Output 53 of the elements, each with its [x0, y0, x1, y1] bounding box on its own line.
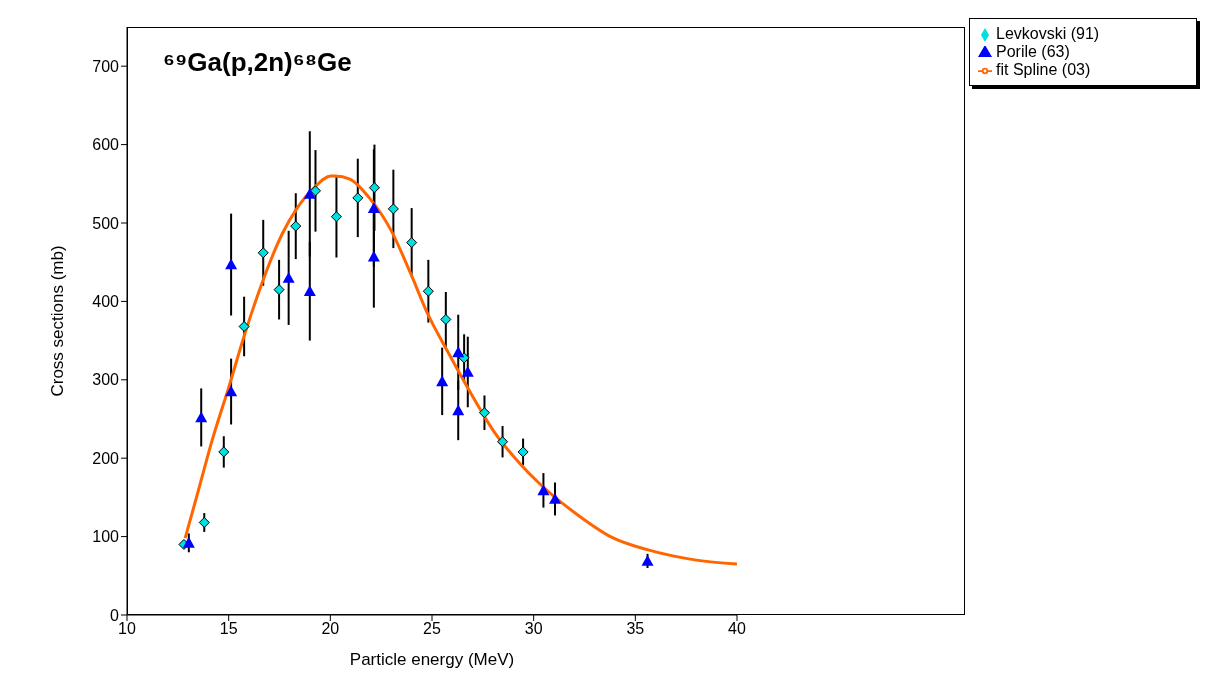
point — [436, 375, 449, 387]
point — [225, 385, 238, 397]
point — [198, 516, 210, 528]
x-tick-label: 15 — [219, 620, 238, 638]
y-tick-label: 200 — [92, 449, 120, 467]
point — [537, 484, 550, 496]
point — [367, 202, 380, 213]
point — [478, 407, 490, 419]
y-axis-title: Cross sections (mb) — [48, 245, 68, 397]
point — [440, 313, 452, 325]
legend-label: Porile (63) — [996, 43, 1070, 60]
y-tick-label: 100 — [92, 528, 120, 546]
point — [303, 187, 316, 199]
y-tick-label: 700 — [92, 57, 120, 75]
point — [303, 285, 316, 297]
point — [225, 258, 238, 270]
point — [368, 182, 380, 194]
legend-label: fit Spline (03) — [996, 61, 1091, 78]
point — [282, 271, 295, 283]
point — [352, 192, 364, 204]
y-tick-label: 500 — [92, 214, 120, 232]
point — [290, 220, 302, 232]
point — [461, 365, 474, 377]
text: ⁶⁹Ga(p,2n)⁶⁸Ge — [163, 47, 352, 78]
point — [549, 492, 562, 504]
point — [330, 211, 342, 223]
x-tick-label: 35 — [626, 620, 645, 638]
x-tick-label: 25 — [423, 620, 441, 638]
point — [641, 554, 654, 566]
y-tick-label: 400 — [92, 293, 120, 311]
point — [452, 346, 465, 358]
point — [387, 203, 399, 215]
legend-label: Levkovski (91) — [996, 25, 1100, 42]
point — [367, 250, 380, 262]
x-tick-label: 20 — [321, 620, 340, 638]
point — [238, 320, 250, 332]
point — [195, 411, 208, 423]
x-tick-label: 30 — [524, 620, 543, 638]
y-tick-label: 300 — [92, 371, 120, 389]
point — [497, 436, 509, 448]
point — [257, 247, 269, 259]
point — [452, 404, 465, 416]
x-axis-title: Particle energy (MeV) — [349, 650, 515, 669]
point — [517, 446, 529, 458]
y-tick-label: 600 — [92, 136, 120, 154]
point — [182, 536, 195, 548]
point — [406, 237, 418, 249]
x-tick-label: 40 — [728, 620, 746, 638]
point — [218, 446, 230, 458]
x-tick-label: 10 — [118, 620, 136, 638]
point — [422, 285, 434, 297]
y-tick-label: 0 — [110, 606, 120, 624]
point — [273, 284, 285, 296]
